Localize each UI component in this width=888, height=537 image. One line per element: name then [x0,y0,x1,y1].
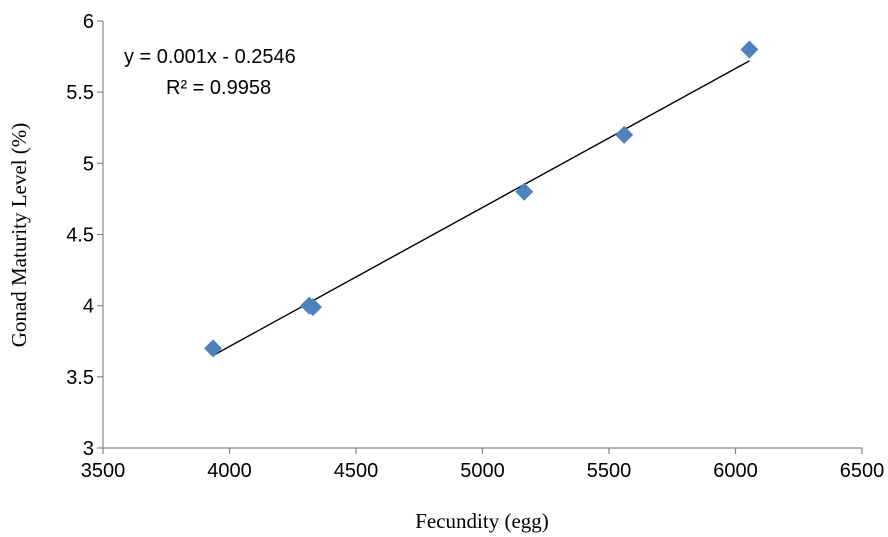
y-tick-label: 3.5 [66,367,94,389]
x-tick-label: 6500 [840,460,885,482]
x-tick-label: 4500 [334,460,379,482]
y-tick-label: 3 [83,438,94,460]
trendline [212,60,750,357]
data-points [204,40,759,358]
x-tick-label: 6000 [713,460,758,482]
x-tick-label: 4000 [207,460,252,482]
y-tick-label: 4 [83,296,94,318]
data-point [615,125,634,144]
data-point [515,182,534,201]
y-tick-label: 4.5 [66,225,94,247]
x-tick-label: 3500 [81,460,126,482]
data-point [740,40,759,59]
r-squared-label: R² = 0.9958 [166,77,271,99]
x-axis: 3500 4000 4500 5000 5500 6000 6500 [81,447,885,482]
y-axis-title: Gonad Maturity Level (%) [7,123,31,348]
data-point [303,298,322,317]
y-tick-label: 5 [83,153,94,175]
x-tick-label: 5000 [460,460,505,482]
x-ticks: 3500 4000 4500 5000 5500 6000 6500 [81,448,885,482]
x-axis-title: Fecundity (egg) [415,509,549,533]
x-tick-label: 5500 [587,460,632,482]
data-point [204,339,223,358]
equation-label: y = 0.001x - 0.2546 [124,46,296,68]
y-tick-label: 6 [83,11,94,33]
y-ticks: 3 3.5 4 4.5 5 5.5 6 [66,11,103,460]
y-axis: 3 3.5 4 4.5 5 5.5 6 [66,11,104,460]
y-tick-label: 5.5 [66,82,94,104]
